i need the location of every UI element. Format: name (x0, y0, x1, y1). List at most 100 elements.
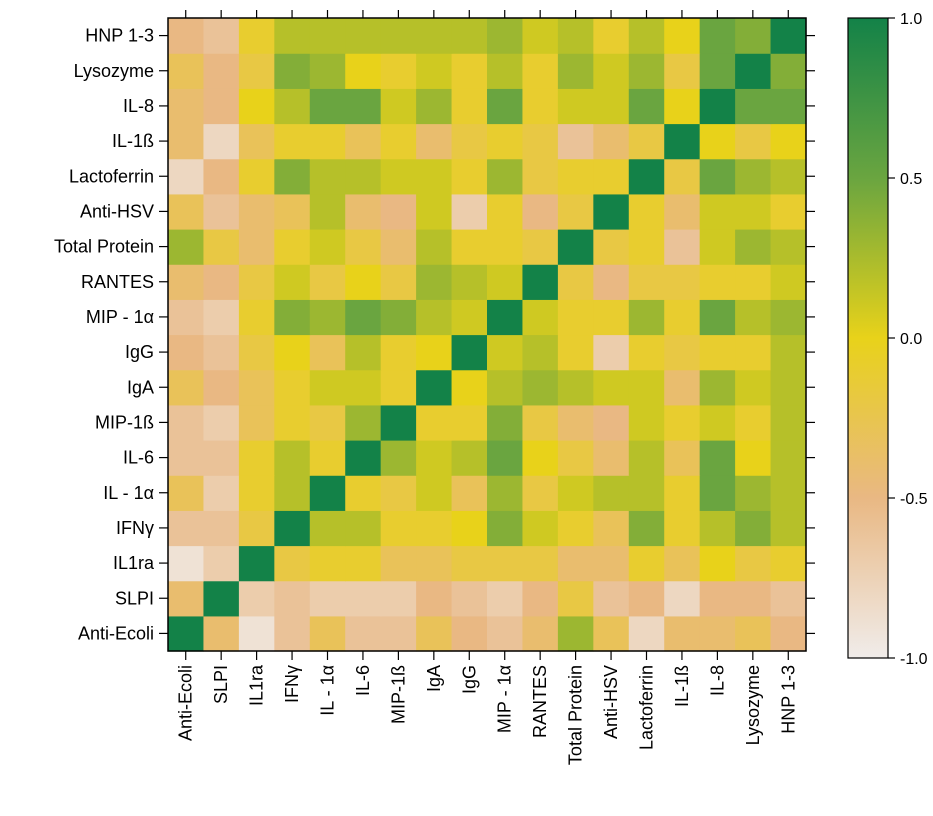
heatmap-cell (451, 299, 488, 336)
heatmap-cell (416, 404, 453, 441)
heatmap-cell (416, 440, 453, 476)
heatmap-cell (735, 299, 772, 336)
y-axis-label: IL - 1α (103, 483, 154, 503)
heatmap-cell (274, 299, 311, 336)
heatmap-cell (274, 475, 311, 511)
heatmap-cell (168, 193, 205, 230)
heatmap-cell (274, 440, 311, 476)
heatmap-cell (557, 615, 594, 652)
heatmap-cell (735, 193, 772, 230)
heatmap-cell (557, 475, 594, 511)
heatmap-cell (274, 229, 311, 265)
heatmap-cell (380, 158, 417, 195)
heatmap-cell (451, 580, 488, 617)
heatmap-cell (699, 193, 736, 230)
x-axis-label: Anti-Ecoli (176, 665, 196, 741)
heatmap-cell (309, 53, 346, 89)
heatmap-cell (770, 369, 807, 406)
heatmap-cell (380, 440, 417, 476)
y-axis-label: IgG (125, 342, 154, 362)
heatmap-cell (203, 88, 240, 125)
heatmap-cell (487, 334, 524, 371)
heatmap-cell (522, 475, 559, 511)
heatmap-cell (735, 440, 772, 476)
heatmap-cell (735, 229, 772, 265)
y-axis-label: Anti-Ecoli (78, 623, 154, 643)
heatmap-cell (699, 475, 736, 511)
heatmap-cell (628, 88, 665, 125)
heatmap-cell (770, 229, 807, 265)
heatmap-cell (274, 510, 311, 547)
heatmap-cell (770, 510, 807, 547)
heatmap-cell (593, 580, 630, 617)
heatmap-cell (628, 334, 665, 371)
heatmap-cell (451, 158, 488, 195)
heatmap-cell (416, 158, 453, 195)
heatmap-cell (664, 475, 701, 511)
heatmap-cell (664, 404, 701, 441)
heatmap-cell (168, 440, 205, 476)
heatmap-cell (664, 510, 701, 547)
heatmap-cell (557, 580, 594, 617)
heatmap-cell (735, 158, 772, 195)
colorbar-tick-label: 0.0 (900, 331, 922, 348)
x-axis-label: IgG (459, 665, 479, 694)
heatmap-cell (274, 123, 311, 160)
heatmap-cell (309, 369, 346, 406)
heatmap-cell (238, 475, 275, 511)
heatmap-cell (451, 18, 488, 54)
heatmap-cell (380, 475, 417, 511)
heatmap-cell (203, 123, 240, 160)
heatmap-cell (557, 193, 594, 230)
heatmap-cell (557, 404, 594, 441)
heatmap-cell (593, 510, 630, 547)
y-axis-label: MIP - 1α (86, 307, 154, 327)
heatmap-cell (770, 615, 807, 652)
heatmap-cell (380, 88, 417, 125)
heatmap-cell (593, 615, 630, 652)
heatmap-cell (699, 580, 736, 617)
heatmap-cell (274, 580, 311, 617)
plot-frame (167, 17, 807, 652)
heatmap-cell (628, 615, 665, 652)
heatmap-cell (416, 475, 453, 511)
heatmap-cell (487, 545, 524, 582)
heatmap-cell (770, 440, 807, 476)
heatmap-cell (451, 475, 488, 511)
heatmap-cell (380, 229, 417, 265)
heatmap-cell (770, 545, 807, 582)
heatmap-cell (593, 369, 630, 406)
heatmap-cell (203, 193, 240, 230)
heatmap-cell (664, 334, 701, 371)
y-axis-label: IL-8 (123, 96, 154, 116)
heatmap-cell (770, 123, 807, 160)
heatmap-cell (487, 18, 524, 54)
colorbar-tick-label: -0.5 (900, 491, 928, 508)
heatmap-cell (664, 193, 701, 230)
heatmap-cell (451, 615, 488, 652)
x-axis-label: IL1ra (247, 664, 267, 706)
heatmap-cell (345, 545, 382, 582)
heatmap-cell (238, 88, 275, 125)
heatmap-cell (770, 404, 807, 441)
heatmap-cell (735, 369, 772, 406)
x-axis-label: IL-1ß (672, 665, 692, 707)
heatmap-cell (238, 580, 275, 617)
heatmap-cell (557, 369, 594, 406)
heatmap-cell (203, 369, 240, 406)
heatmap-cell (451, 510, 488, 547)
heatmap-cell (487, 229, 524, 265)
heatmap-cell (664, 158, 701, 195)
heatmap-cell (345, 88, 382, 125)
heatmap-cell (451, 229, 488, 265)
heatmap-cell (309, 334, 346, 371)
heatmap-cell (557, 545, 594, 582)
y-axis-label: RANTES (81, 272, 154, 292)
heatmap-cell (522, 18, 559, 54)
heatmap-cell (309, 193, 346, 230)
heatmap-cell (593, 123, 630, 160)
heatmap-cell (735, 510, 772, 547)
heatmap-cell (664, 229, 701, 265)
heatmap-cell (238, 123, 275, 160)
heatmap-cell (487, 299, 524, 336)
